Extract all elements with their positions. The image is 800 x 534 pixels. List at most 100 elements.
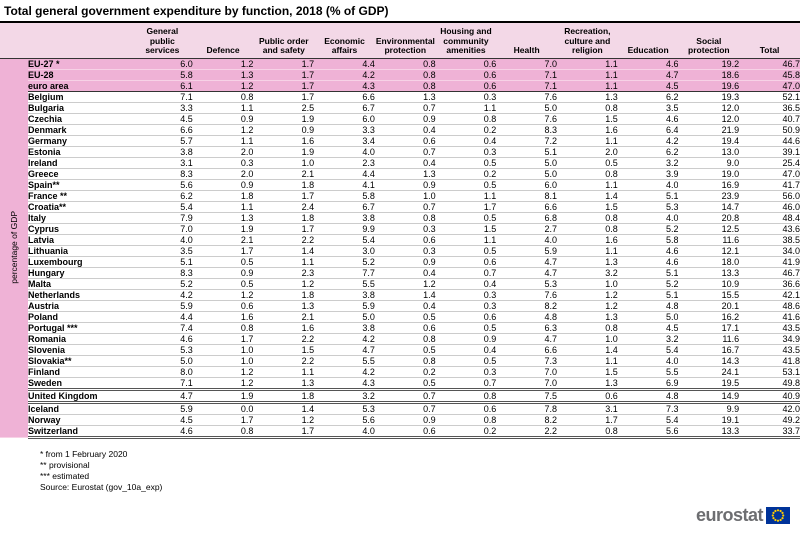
footnote-estimated: *** estimated — [40, 471, 90, 482]
cell-value: 6.0 — [314, 113, 375, 125]
cell-value: 0.3 — [435, 289, 497, 301]
cell-value: 1.0 — [192, 355, 254, 367]
cell-value: 1.1 — [557, 80, 618, 92]
row-label: Italy — [28, 212, 132, 224]
cell-value: 4.7 — [132, 389, 193, 404]
cell-value: 4.8 — [496, 311, 558, 323]
cell-value: 1.3 — [374, 91, 436, 103]
cell-value: 5.3 — [496, 278, 558, 290]
cell-value: 2.1 — [192, 234, 254, 246]
cell-value: 0.8 — [374, 58, 436, 70]
cell-value: 11.6 — [678, 234, 740, 246]
cell-value: 12.0 — [678, 113, 740, 125]
cell-value: 0.6 — [435, 256, 497, 268]
cell-value: 6.3 — [496, 322, 558, 334]
cell-value: 1.3 — [253, 300, 315, 312]
cell-value: 1.1 — [192, 135, 254, 147]
row-label: Poland — [28, 311, 132, 323]
cell-value: 0.6 — [374, 425, 436, 439]
row-label: Germany — [28, 135, 132, 147]
cell-value: 0.7 — [374, 389, 436, 404]
cell-value: 5.1 — [617, 289, 679, 301]
table-row: Slovenia 5.3 1.0 1.5 4.7 0.5 0.4 6.6 1.4 5.4 16.7 4… — [0, 344, 800, 356]
cell-value: 4.0 — [496, 234, 558, 246]
row-label: Latvia — [28, 234, 132, 246]
cell-value: 1.0 — [253, 157, 315, 169]
cell-value: 1.9 — [192, 223, 254, 235]
cell-value: 0.0 — [192, 402, 254, 415]
cell-value: 14.7 — [678, 201, 740, 213]
cell-value: 1.2 — [192, 58, 254, 70]
cell-value: 33.7 — [739, 425, 800, 439]
cell-value: 1.4 — [253, 402, 315, 415]
cell-value: 12.1 — [678, 245, 740, 257]
cell-value: 5.5 — [314, 278, 375, 290]
eurostat-logo-text: eurostat — [695, 505, 764, 525]
cell-value: 5.3 — [314, 402, 375, 415]
row-label: EU-28 — [28, 69, 132, 81]
table-row: Poland 4.4 1.6 2.1 5.0 0.5 0.6 4.8 1.3 5.0 16.2 41.… — [0, 311, 800, 323]
cell-value: 6.8 — [496, 212, 558, 224]
cell-value: 1.7 — [192, 333, 254, 345]
cell-value: 3.4 — [314, 135, 375, 147]
cell-value: 9.9 — [678, 402, 740, 415]
cell-value: 1.1 — [192, 102, 254, 114]
table-header-row: General public services Defence Public ord… — [0, 23, 800, 59]
cell-value: 1.3 — [557, 377, 618, 391]
column-header: Recreation, culture and religion — [557, 23, 618, 59]
row-label: Belgium — [28, 91, 132, 103]
cell-value: 19.6 — [678, 80, 740, 92]
table-row: Belgium 7.1 0.8 1.7 6.6 1.3 0.3 7.6 1.3 6.2 19.3 52… — [0, 91, 800, 103]
cell-value: 6.1 — [132, 80, 193, 92]
row-label: Romania — [28, 333, 132, 345]
cell-value: 0.5 — [557, 157, 618, 169]
cell-value: 0.5 — [435, 179, 497, 191]
cell-value: 0.4 — [374, 124, 436, 136]
cell-value: 5.5 — [314, 355, 375, 367]
cell-value: 41.7 — [739, 179, 800, 191]
cell-value: 0.6 — [435, 80, 497, 92]
table-row: Greece 8.3 2.0 2.1 4.4 1.3 0.2 5.0 0.8 3.9 19.0 47.… — [0, 168, 800, 180]
cell-value: 0.6 — [374, 322, 436, 334]
cell-value: 0.8 — [557, 322, 618, 334]
table-row: Ireland 3.1 0.3 1.0 2.3 0.4 0.5 5.0 0.5 3.2 9.0 25.… — [0, 157, 800, 169]
cell-value: 3.8 — [314, 289, 375, 301]
table-row: Croatia** 5.4 1.1 2.4 6.7 0.7 1.7 6.6 1.5 5.3 14.7… — [0, 201, 800, 213]
row-label: Luxembourg — [28, 256, 132, 268]
cell-value: 5.6 — [132, 179, 193, 191]
cell-value: 0.5 — [374, 377, 436, 391]
row-label: Spain** — [28, 179, 132, 191]
row-label: Denmark — [28, 124, 132, 136]
cell-value: 0.6 — [557, 389, 618, 404]
expenditure-table: General public services Defence Public ord… — [0, 23, 800, 439]
table-row: Bulgaria 3.3 1.1 2.5 6.7 0.7 1.1 5.0 0.8 3.5 12.0 3… — [0, 102, 800, 114]
cell-value: 0.7 — [374, 402, 436, 415]
cell-value: 0.9 — [253, 124, 315, 136]
cell-value: 7.2 — [496, 135, 558, 147]
cell-value: 1.2 — [253, 414, 315, 426]
cell-value: 5.1 — [132, 256, 193, 268]
column-header: Housing and community amenities — [435, 23, 497, 59]
cell-value: 5.7 — [132, 135, 193, 147]
row-label: Lithuania — [28, 245, 132, 257]
cell-value: 0.4 — [435, 344, 497, 356]
cell-value: 5.1 — [617, 190, 679, 202]
cell-value: 0.9 — [374, 179, 436, 191]
cell-value: 5.2 — [617, 223, 679, 235]
cell-value: 17.1 — [678, 322, 740, 334]
cell-value: 18.6 — [678, 69, 740, 81]
cell-value: 40.9 — [739, 389, 800, 404]
cell-value: 5.8 — [314, 190, 375, 202]
cell-value: 4.5 — [132, 113, 193, 125]
cell-value: 4.0 — [617, 179, 679, 191]
cell-value: 19.1 — [678, 414, 740, 426]
cell-value: 0.7 — [435, 267, 497, 279]
table-row: Sweden 7.1 1.2 1.3 4.3 0.5 0.7 7.0 1.3 6.9 19.5 49.… — [0, 377, 800, 391]
cell-value: 5.1 — [617, 267, 679, 279]
row-label: Slovakia** — [28, 355, 132, 367]
cell-value: 5.4 — [314, 234, 375, 246]
cell-value: 0.5 — [192, 256, 254, 268]
table-row: Spain** 5.6 0.9 1.8 4.1 0.9 0.5 6.0 1.1 4.0 16.9 41… — [0, 179, 800, 191]
eurostat-logo: eurostat — [696, 505, 790, 526]
cell-value: 2.1 — [253, 168, 315, 180]
